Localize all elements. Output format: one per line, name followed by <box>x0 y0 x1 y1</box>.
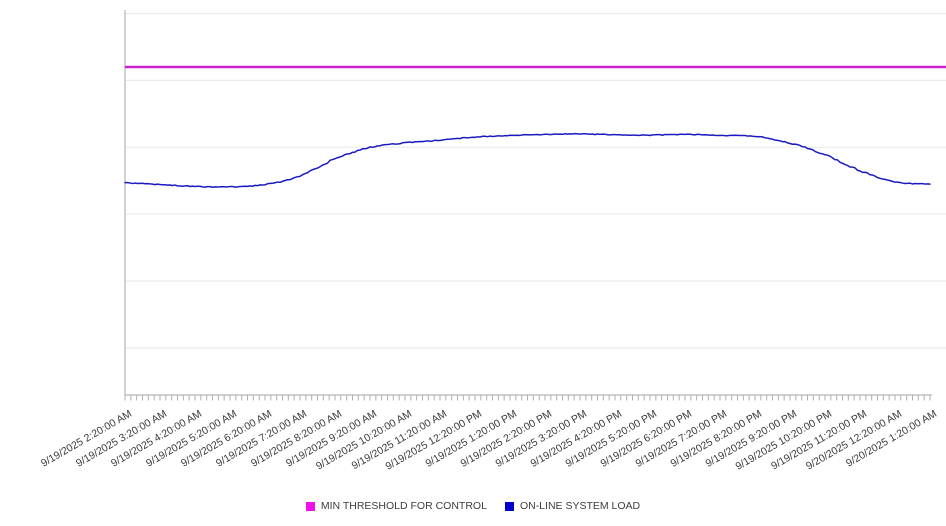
series-line-load <box>124 132 931 188</box>
chart-series <box>124 65 946 188</box>
chart-legend: MIN THRESHOLD FOR CONTROL ON-LINE SYSTEM … <box>0 496 946 516</box>
legend-item-label: MIN THRESHOLD FOR CONTROL <box>320 500 487 512</box>
legend-color-swatch <box>305 501 315 511</box>
gridlines <box>125 12 946 349</box>
legend-item[interactable]: ON-LINE SYSTEM LOAD <box>504 500 641 512</box>
x-axis-tick-marks <box>124 395 931 401</box>
legend-item[interactable]: MIN THRESHOLD FOR CONTROL <box>305 500 487 512</box>
legend-item-label: ON-LINE SYSTEM LOAD <box>519 500 641 512</box>
legend-color-swatch <box>504 501 514 511</box>
